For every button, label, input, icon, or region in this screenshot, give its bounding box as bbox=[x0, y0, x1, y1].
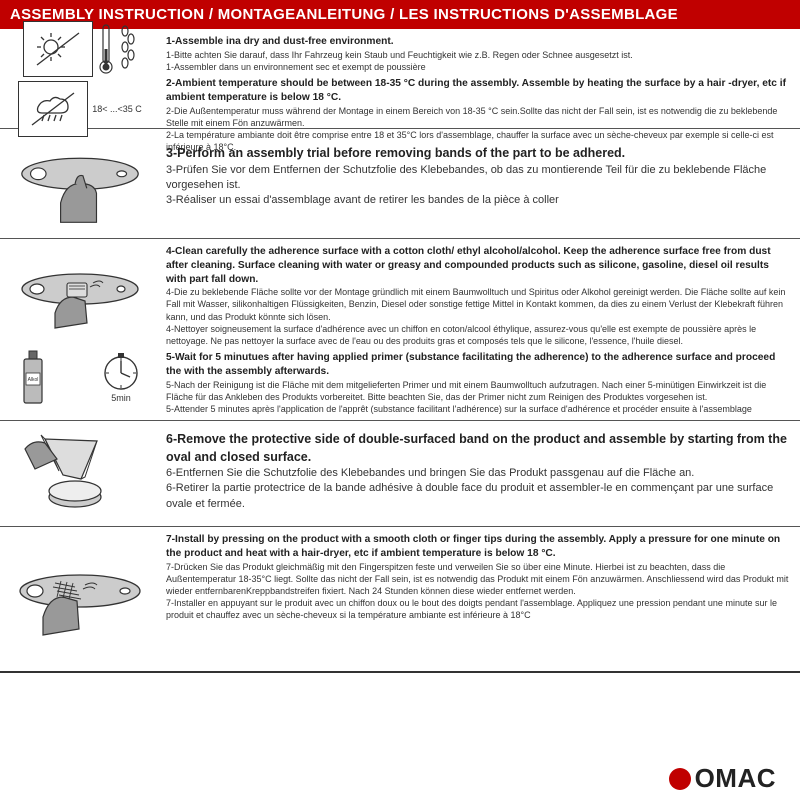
step7-en: 7-Install by pressing on the product wit… bbox=[166, 533, 790, 561]
step2-en: 2-Ambient temperature should be between … bbox=[166, 77, 790, 105]
step3-en: 3-Perform an assembly trial before remov… bbox=[166, 145, 790, 163]
press-handle-icon bbox=[5, 549, 155, 649]
step7-fr: 7-Installer en appuyant sur le produit a… bbox=[166, 597, 790, 621]
row-1-icons: 18< ...<35 C bbox=[0, 29, 160, 128]
peel-tape-icon bbox=[15, 429, 145, 519]
row-3-icons: Alkol 5min bbox=[0, 239, 160, 420]
thermometer-icon bbox=[97, 21, 115, 77]
step6-fr: 6-Retirer la partie protectrice de la ba… bbox=[166, 481, 790, 512]
logo-dot-icon bbox=[669, 768, 691, 790]
svg-text:Alkol: Alkol bbox=[28, 377, 39, 383]
step3-fr: 3-Réaliser un essai d'assemblage avant d… bbox=[166, 193, 790, 208]
row-5: 7-Install by pressing on the product wit… bbox=[0, 527, 800, 673]
step5-en: 5-Wait for 5 minutues after having appli… bbox=[166, 351, 790, 379]
step4-de: 4-Die zu beklebende Fläche sollte vor de… bbox=[166, 286, 790, 322]
clean-handle-icon bbox=[5, 253, 155, 343]
logo-text: OMAC bbox=[695, 763, 776, 794]
row-2-icons bbox=[0, 129, 160, 238]
step1-de: 1-Bitte achten Sie darauf, dass Ihr Fahr… bbox=[166, 49, 790, 61]
row-5-icons bbox=[0, 527, 160, 671]
step4-fr: 4-Nettoyer soigneusement la surface d'ad… bbox=[166, 323, 790, 347]
row-2: 3-Perform an assembly trial before remov… bbox=[0, 129, 800, 239]
step5-fr: 5-Attender 5 minutes après l'application… bbox=[166, 403, 790, 415]
step5-de: 5-Nach der Reinigung ist die Fläche mit … bbox=[166, 379, 790, 403]
sun-icon bbox=[23, 21, 93, 77]
row-4-text: 6-Remove the protective side of double-s… bbox=[160, 421, 800, 526]
step2-de: 2-Die Außentemperatur muss während der M… bbox=[166, 105, 790, 129]
temp-range-label: 18< ...<35 C bbox=[92, 104, 142, 114]
row-1-text: 1-Assemble ina dry and dust-free environ… bbox=[160, 29, 800, 128]
row-4: 6-Remove the protective side of double-s… bbox=[0, 421, 800, 527]
row-5-text: 7-Install by pressing on the product wit… bbox=[160, 527, 800, 671]
timer-label: 5min bbox=[100, 393, 142, 403]
step6-en: 6-Remove the protective side of double-s… bbox=[166, 431, 790, 466]
bottle-icon: Alkol bbox=[18, 347, 48, 407]
chain-icon bbox=[119, 21, 137, 77]
instruction-rows: 18< ...<35 C 1-Assemble ina dry and dust… bbox=[0, 29, 800, 673]
step7-de: 7-Drücken Sie das Produkt gleichmäßig mi… bbox=[166, 561, 790, 597]
row-3-text: 4-Clean carefully the adherence surface … bbox=[160, 239, 800, 420]
step4-en: 4-Clean carefully the adherence surface … bbox=[166, 245, 790, 286]
step6-de: 6-Entfernen Sie die Schutzfolie des Kleb… bbox=[166, 466, 790, 481]
step3-de: 3-Prüfen Sie vor dem Entfernen der Schut… bbox=[166, 163, 790, 194]
row-2-text: 3-Perform an assembly trial before remov… bbox=[160, 129, 800, 238]
row-3: Alkol 5min bbox=[0, 239, 800, 421]
timer-icon bbox=[100, 351, 142, 393]
step1-en: 1-Assemble ina dry and dust-free environ… bbox=[166, 35, 790, 49]
handle-trial-icon bbox=[5, 135, 155, 232]
row-1: 18< ...<35 C 1-Assemble ina dry and dust… bbox=[0, 29, 800, 129]
brand-logo: OMAC bbox=[669, 763, 776, 794]
step1-fr: 1-Assembler dans un environnement sec et… bbox=[166, 61, 790, 73]
row-4-icons bbox=[0, 421, 160, 526]
